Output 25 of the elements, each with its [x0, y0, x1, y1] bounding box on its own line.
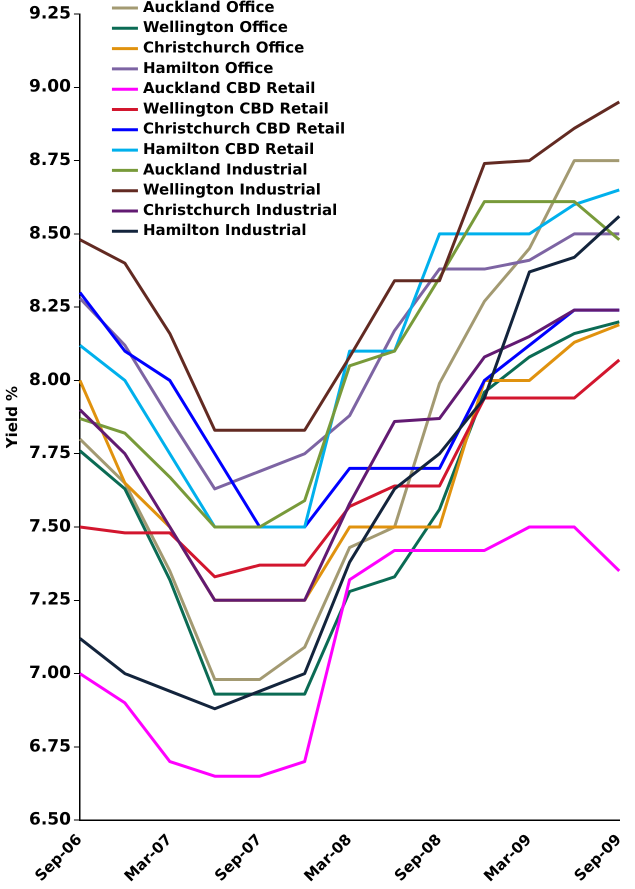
legend-label: Hamilton Office — [142, 58, 274, 77]
legend-label: Auckland CBD Retail — [142, 79, 316, 98]
y-tick-label: 6.75 — [28, 736, 71, 756]
y-tick-label: 7.50 — [28, 516, 72, 536]
y-tick-label: 8.00 — [28, 370, 72, 390]
y-tick-label: 9.25 — [28, 3, 71, 24]
y-tick-label: 6.50 — [28, 810, 72, 830]
legend-label: Christchurch CBD Retail — [142, 120, 346, 138]
y-axis-title: Yield % — [2, 386, 21, 450]
legend-label: Christchurch Office — [142, 38, 304, 56]
legend-label: Wellington CBD Retail — [142, 99, 329, 118]
y-tick-label: 7.00 — [28, 663, 72, 684]
legend-label: Auckland Industrial — [142, 160, 308, 178]
legend-label: Auckland Office — [142, 0, 275, 16]
y-tick-label: 8.50 — [28, 223, 72, 244]
legend-label: Hamilton Industrial — [142, 221, 306, 240]
y-tick-label: 8.75 — [28, 150, 71, 170]
y-tick-label: 7.75 — [28, 443, 71, 464]
legend-label: Christchurch Industrial — [142, 200, 338, 219]
y-tick-label: 9.00 — [28, 76, 72, 97]
legend-label: Wellington Industrial — [142, 180, 321, 199]
legend-label: Hamilton CBD Retail — [142, 140, 314, 158]
y-tick-label: 8.25 — [28, 296, 71, 317]
legend-label: Wellington Office — [142, 18, 288, 36]
y-tick-label: 7.25 — [28, 590, 71, 610]
